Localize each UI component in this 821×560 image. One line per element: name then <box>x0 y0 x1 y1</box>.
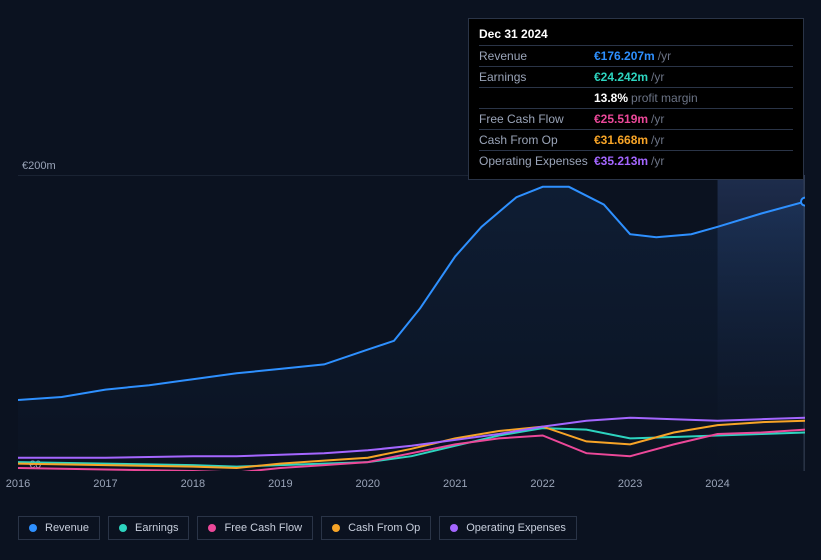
legend-label: Free Cash Flow <box>224 522 302 534</box>
x-tick-label: 2022 <box>530 478 554 490</box>
x-tick-label: 2023 <box>618 478 642 490</box>
legend-swatch-icon <box>332 524 340 532</box>
legend-swatch-icon <box>29 524 37 532</box>
legend-label: Operating Expenses <box>466 522 566 534</box>
x-tick-label: 2021 <box>443 478 467 490</box>
tooltip-row: Revenue€176.207m/yr <box>479 45 793 66</box>
tooltip-margin-label: profit margin <box>631 90 698 106</box>
legend-item-revenue[interactable]: Revenue <box>18 516 100 540</box>
tooltip-unit: /yr <box>651 111 664 127</box>
x-tick-label: 2019 <box>268 478 292 490</box>
tooltip-label: Cash From Op <box>479 132 594 148</box>
tooltip-unit: /yr <box>658 48 671 64</box>
tooltip-label: Earnings <box>479 69 594 85</box>
tooltip-row: Free Cash Flow€25.519m/yr <box>479 108 793 129</box>
series-end-marker-revenue <box>801 198 805 206</box>
legend-label: Cash From Op <box>348 522 420 534</box>
chart-plot[interactable] <box>18 175 805 471</box>
tooltip-unit: /yr <box>651 69 664 85</box>
series-area-revenue <box>18 187 805 471</box>
tooltip-value: €25.519m <box>594 111 648 127</box>
legend-item-cash-from-op[interactable]: Cash From Op <box>321 516 431 540</box>
tooltip-unit: /yr <box>651 153 664 169</box>
x-tick-label: 2020 <box>356 478 380 490</box>
legend-swatch-icon <box>119 524 127 532</box>
legend: Revenue Earnings Free Cash Flow Cash From O… <box>18 516 577 540</box>
tooltip-date: Dec 31 2024 <box>479 27 793 41</box>
legend-label: Earnings <box>135 522 178 534</box>
tooltip-unit: /yr <box>651 132 664 148</box>
x-tick-label: 2024 <box>705 478 729 490</box>
x-axis: 201620172018201920202021202220232024 <box>18 478 805 494</box>
tooltip-label <box>479 90 594 106</box>
tooltip-row: 13.8%profit margin <box>479 87 793 108</box>
tooltip-value: €24.242m <box>594 69 648 85</box>
x-tick-label: 2016 <box>6 478 30 490</box>
legend-item-operating-expenses[interactable]: Operating Expenses <box>439 516 577 540</box>
x-tick-label: 2018 <box>181 478 205 490</box>
tooltip-value: €31.668m <box>594 132 648 148</box>
tooltip-margin-value: 13.8% <box>594 90 628 106</box>
tooltip-value: €176.207m <box>594 48 655 64</box>
x-tick-label: 2017 <box>93 478 117 490</box>
tooltip-label: Operating Expenses <box>479 153 594 169</box>
tooltip-value: €35.213m <box>594 153 648 169</box>
legend-swatch-icon <box>208 524 216 532</box>
tooltip-row: Earnings€24.242m/yr <box>479 66 793 87</box>
y-tick-label-max: €200m <box>22 160 56 172</box>
legend-item-earnings[interactable]: Earnings <box>108 516 189 540</box>
legend-item-free-cash-flow[interactable]: Free Cash Flow <box>197 516 313 540</box>
tooltip-row: Operating Expenses€35.213m/yr <box>479 150 793 171</box>
hover-tooltip: Dec 31 2024 Revenue€176.207m/yrEarnings€… <box>468 18 804 180</box>
legend-label: Revenue <box>45 522 89 534</box>
tooltip-label: Free Cash Flow <box>479 111 594 127</box>
tooltip-row: Cash From Op€31.668m/yr <box>479 129 793 150</box>
legend-swatch-icon <box>450 524 458 532</box>
tooltip-label: Revenue <box>479 48 594 64</box>
